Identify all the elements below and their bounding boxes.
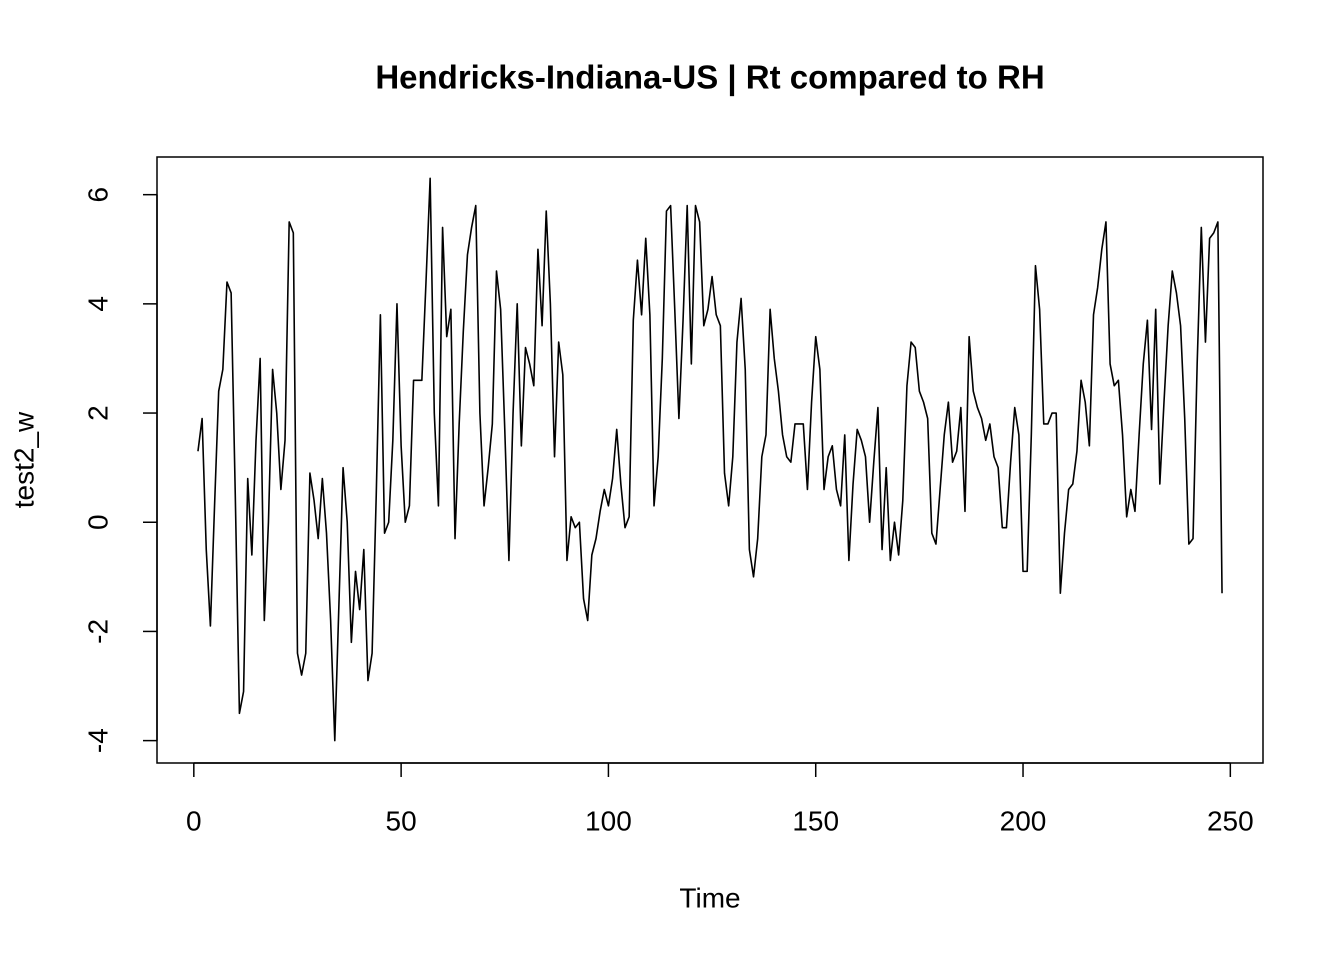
x-tick-label: 100	[585, 805, 632, 836]
y-tick-label: 4	[82, 296, 113, 312]
y-tick-label: -4	[82, 728, 113, 753]
x-tick-label: 250	[1207, 805, 1254, 836]
y-tick-label: 6	[82, 187, 113, 203]
x-tick-label: 0	[186, 805, 202, 836]
plot-box	[156, 156, 1264, 764]
y-axis-label: test2_w	[8, 411, 39, 508]
x-tick-label: 150	[792, 805, 839, 836]
y-tick-label: -2	[82, 619, 113, 644]
x-tick-label: 50	[386, 805, 417, 836]
x-axis-label: Time	[679, 882, 740, 913]
data-line	[197, 177, 1223, 742]
x-tick-label: 200	[1000, 805, 1047, 836]
chart-title: Hendricks-Indiana-US | Rt compared to RH	[375, 59, 1044, 96]
y-tick-label: 2	[82, 405, 113, 421]
y-tick-label: 0	[82, 514, 113, 530]
